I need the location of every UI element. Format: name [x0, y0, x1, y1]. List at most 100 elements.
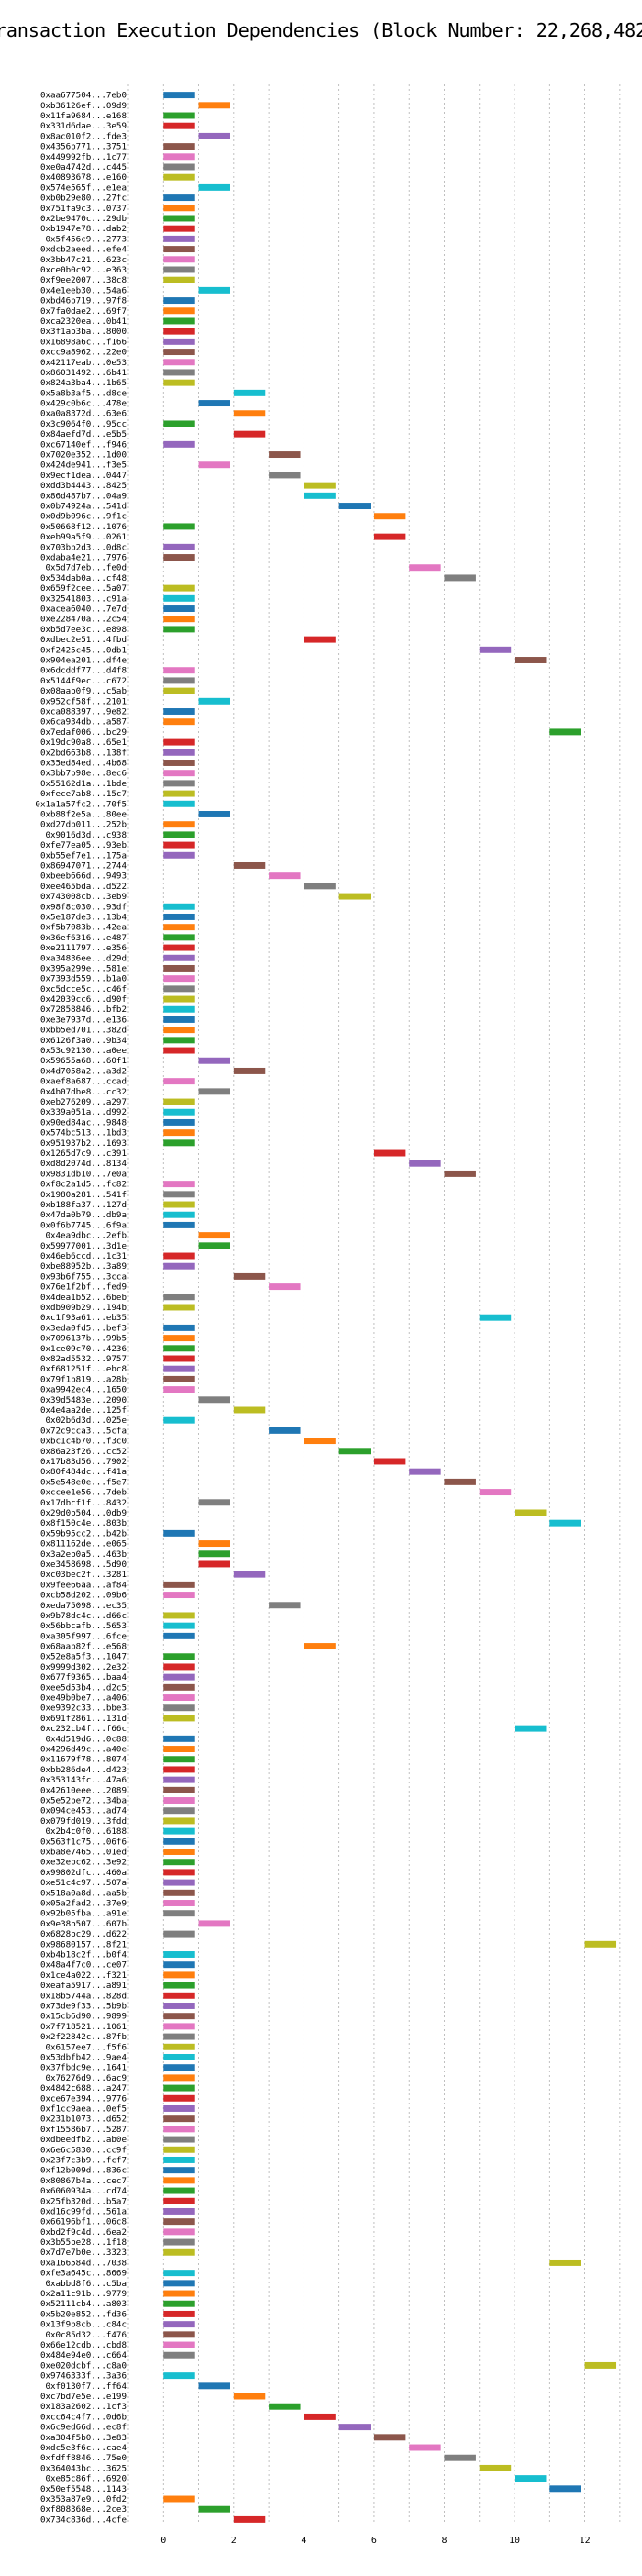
transaction-label: 0x743008cb...3eb9	[40, 892, 127, 902]
transaction-bar	[233, 410, 266, 417]
transaction-bar	[163, 543, 195, 550]
transaction-label: 0x90ed84ac...9848	[40, 1117, 127, 1127]
transaction-bar	[233, 2393, 266, 2400]
transaction-label: 0xb0b29e80...27fc	[40, 194, 127, 204]
transaction-label: 0x5e548e0e...f5e7	[40, 1477, 127, 1487]
x-tick-label: 0	[160, 2536, 166, 2546]
transaction-bar	[163, 1416, 195, 1424]
transaction-label: 0x5e187de3...13b4	[40, 912, 127, 922]
transaction-bar	[163, 307, 195, 315]
transaction-bar	[198, 1242, 230, 1249]
transaction-label: 0x72c9cca3...5cfa	[40, 1426, 127, 1436]
transaction-bar	[163, 1683, 195, 1691]
transaction-label: 0xf808368e...2ce3	[40, 2504, 127, 2515]
transaction-bar	[198, 1560, 230, 1568]
transaction-label: 0x98f8c030...93df	[40, 902, 127, 912]
transaction-label: 0xf0130f7...ff64	[45, 2382, 127, 2392]
transaction-label: 0xccee1e56...7deb	[40, 1488, 127, 1498]
transaction-bar	[373, 1458, 406, 1465]
transaction-label: 0x824a3ba4...1b65	[40, 378, 127, 388]
transaction-label: 0xc7bd7e5e...e199	[40, 2392, 127, 2402]
transaction-label: 0x50668f12...1076	[40, 522, 127, 532]
transaction-label: 0xf9ee2007...38c8	[40, 275, 127, 285]
transaction-bar	[444, 574, 476, 582]
transaction-label: 0x6157ee7...f5f6	[45, 2042, 127, 2052]
transaction-label: 0x331d6dae...3e59	[40, 121, 127, 131]
transaction-bar	[479, 1314, 512, 1321]
transaction-label: 0x9b78dc4c...d66c	[40, 1611, 127, 1621]
transaction-bar	[198, 1550, 230, 1558]
transaction-bar	[163, 975, 195, 983]
transaction-bar	[163, 821, 195, 828]
transaction-bar	[163, 523, 195, 530]
transaction-bar	[163, 924, 195, 931]
transaction-bar	[163, 1715, 195, 1722]
transaction-label: 0xc03bec2f...3281	[40, 1570, 127, 1580]
transaction-label: 0xce67e394...9776	[40, 2093, 127, 2104]
transaction-bar	[163, 1335, 195, 1342]
transaction-bar	[198, 1396, 230, 1404]
transaction-bar	[163, 1786, 195, 1793]
transaction-bar	[163, 687, 195, 694]
transaction-label: 0x3b55be28...1f18	[40, 2237, 127, 2248]
transaction-bar	[163, 1324, 195, 1331]
transaction-label: 0x353143fc...47a6	[40, 1775, 127, 1785]
transaction-label: 0x18b5744a...828d	[40, 1991, 127, 2001]
transaction-bar	[163, 954, 195, 961]
transaction-bar	[163, 1746, 195, 1752]
transaction-bar	[163, 1355, 195, 1362]
transaction-bar	[163, 2310, 195, 2317]
transaction-bar	[163, 841, 195, 849]
transaction-label: 0x55162d1a...1bde	[40, 779, 127, 789]
transaction-label: 0xb4b18c2f...b0f4	[40, 1949, 127, 1960]
transaction-bar	[163, 1900, 195, 1906]
transaction-bar	[163, 1262, 195, 1270]
transaction-label: 0x574e565f...e1ea	[40, 183, 127, 193]
transaction-bar	[163, 153, 195, 161]
transaction-label: 0xee5d53b4...d2c5	[40, 1682, 127, 1693]
transaction-bar	[163, 738, 195, 746]
transaction-bar	[163, 440, 195, 448]
transaction-bar	[198, 1920, 230, 1927]
transaction-label: 0x952cf58f...2101	[40, 696, 127, 706]
transaction-label: 0xf8c2a1d5...fc82	[40, 1180, 127, 1190]
transaction-label: 0x734c836d...4cfe	[40, 2515, 127, 2525]
transaction-label: 0x8f150c4e...803b	[40, 1518, 127, 1528]
transaction-bar	[444, 1478, 476, 1485]
transaction-label: 0x72858846...bfb2	[40, 1005, 127, 1015]
transaction-label: 0x6e6c5830...cc9f	[40, 2145, 127, 2155]
transaction-label: 0xcb58d202...09b6	[40, 1591, 127, 1601]
transaction-label: 0x7fa0dae2...69f7	[40, 306, 127, 316]
transaction-bar	[163, 995, 195, 1003]
transaction-label: 0x46eb6ccd...1c31	[40, 1251, 127, 1261]
transaction-bar	[163, 964, 195, 972]
transaction-bar	[163, 246, 195, 253]
transaction-label: 0x3c9064f0...95cc	[40, 419, 127, 429]
transaction-label: 0x7096137b...99b5	[40, 1334, 127, 1344]
transaction-bar	[163, 276, 195, 283]
transaction-bar	[304, 883, 336, 890]
transaction-label: 0x11679f78...8074	[40, 1755, 127, 1765]
transaction-bar	[163, 369, 195, 376]
transaction-label: 0x4296d49c...a40e	[40, 1745, 127, 1755]
transaction-label: 0xe49b0be7...a406	[40, 1693, 127, 1704]
transaction-bar	[163, 2321, 195, 2328]
transaction-label: 0xb36126ef...09d9	[40, 101, 127, 111]
transaction-label: 0xe3458698...5d90	[40, 1560, 127, 1570]
transaction-bar	[163, 194, 195, 202]
transaction-label: 0x53dbfb42...9ae4	[40, 2052, 127, 2062]
transaction-label: 0x3eda0fd5...bef3	[40, 1323, 127, 1333]
transaction-bar	[163, 1005, 195, 1013]
transaction-label: 0x751fa9c3...0737	[40, 204, 127, 214]
transaction-label: 0xfe77ea05...93eb	[40, 840, 127, 850]
transaction-bar	[163, 1098, 195, 1105]
transaction-label: 0x563f1c75...06f6	[40, 1837, 127, 1847]
transaction-label: 0xaef8a687...ccad	[40, 1077, 127, 1087]
transaction-bar	[373, 2434, 406, 2441]
transaction-label: 0x3f1ab3ba...8000	[40, 327, 127, 337]
transaction-bar	[163, 225, 195, 232]
transaction-bar	[304, 482, 336, 489]
transaction-label: 0x094ce453...ad74	[40, 1806, 127, 1816]
transaction-bar	[198, 286, 230, 294]
transaction-bar	[163, 2074, 195, 2082]
